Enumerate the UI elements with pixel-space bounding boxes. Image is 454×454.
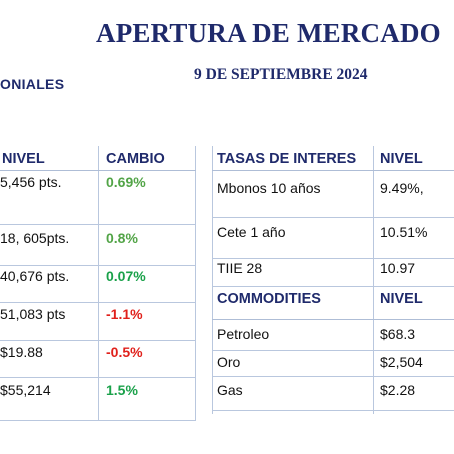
nivel-cell: 5,456 pts. [0, 174, 62, 190]
table-row: 51,083 pts -1.1% [0, 303, 196, 341]
section-heading-left: ONIALES [0, 76, 65, 92]
commodity-value: $2,504 [380, 354, 423, 370]
rate-value: 10.97 [380, 260, 416, 276]
commodity-name: Petroleo [217, 326, 270, 342]
cambio-cell: 0.69% [106, 174, 146, 190]
cambio-cell: 1.5% [106, 382, 138, 398]
cambio-cell: -0.5% [106, 344, 143, 360]
rates-header-row: TASAS DE INTERES NIVEL [212, 146, 454, 171]
header-commodities: COMMODITIES [217, 291, 321, 307]
column-divider [98, 146, 99, 421]
table-row: 40,676 pts. 0.07% [0, 266, 196, 303]
table-row: Cete 1 año 10.51% [212, 218, 454, 259]
header-tasas: TASAS DE INTERES [217, 151, 357, 167]
rate-name: TIIE 28 [217, 260, 263, 276]
table-row: 5,456 pts. 0.69% [0, 171, 196, 225]
table-row: 18, 605pts. 0.8% [0, 225, 196, 266]
commodity-name: Gas [217, 382, 243, 398]
page-title: APERTURA DE MERCADO [96, 18, 441, 48]
header-nivel: NIVEL [380, 291, 423, 307]
rate-value: 9.49%, [380, 180, 424, 196]
commodity-value: $68.3 [380, 326, 416, 342]
column-divider [373, 146, 374, 414]
rate-name: Cete 1 año [217, 224, 286, 240]
nivel-cell: $55,214 [0, 382, 51, 398]
rate-value: 10.51% [380, 224, 428, 240]
header-nivel: NIVEL [380, 151, 423, 167]
table-left-border [212, 146, 213, 414]
rates-commodities-table: TASAS DE INTERES NIVEL Mbonos 10 años 9.… [212, 146, 454, 414]
table-row: Mbonos 10 años 9.49%, [212, 171, 454, 218]
commodities-header-row: COMMODITIES NIVEL [212, 287, 454, 320]
commodity-name: Oro [217, 354, 241, 370]
rate-name: Mbonos 10 años [217, 180, 321, 196]
header-nivel: NIVEL [2, 151, 45, 167]
cambio-cell: -1.1% [106, 306, 143, 322]
report-date: 9 DE SEPTIEMBRE 2024 [194, 66, 368, 83]
cambio-cell: 0.8% [106, 230, 138, 246]
table-row: Petroleo $68.3 [212, 320, 454, 351]
table-row: Gas $2.28 [212, 377, 454, 411]
commodity-value: $2.28 [380, 382, 416, 398]
table-right-border [195, 146, 196, 421]
indices-table: NIVEL CAMBIO 5,456 pts. 0.69% 18, 605pts… [0, 146, 196, 421]
nivel-cell: $19.88 [0, 344, 43, 360]
table-row: $55,214 1.5% [0, 378, 196, 421]
cambio-cell: 0.07% [106, 268, 146, 284]
table-row: Oro $2,504 [212, 351, 454, 377]
table-row: $19.88 -0.5% [0, 341, 196, 378]
header-cambio: CAMBIO [106, 151, 165, 167]
table-header-row: NIVEL CAMBIO [0, 146, 196, 171]
nivel-cell: 40,676 pts. [0, 268, 70, 284]
table-row: TIIE 28 10.97 [212, 259, 454, 287]
nivel-cell: 51,083 pts [0, 306, 66, 322]
nivel-cell: 18, 605pts. [0, 230, 70, 246]
